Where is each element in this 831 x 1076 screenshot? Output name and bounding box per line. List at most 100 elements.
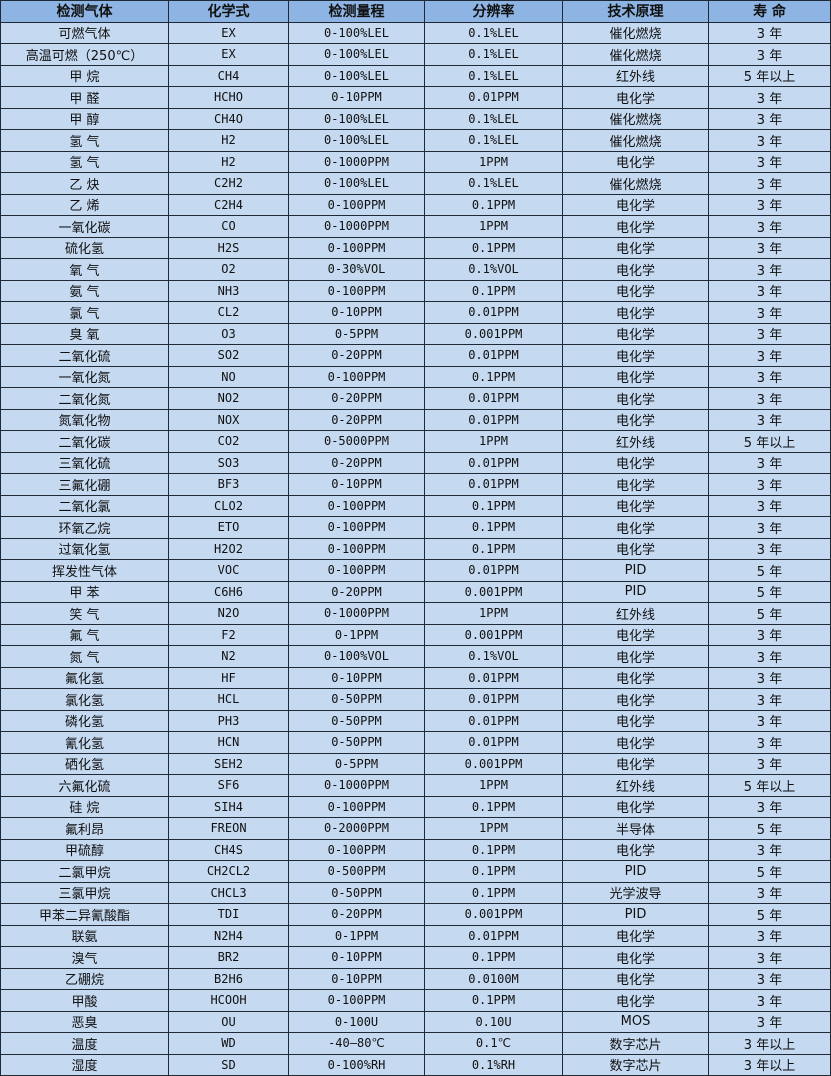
cell-gas: 甲 醛 — [0, 86, 169, 109]
table-row: 甲酸 HCOOH 0-100PPM 0.1PPM 电化学 3 年 — [0, 989, 831, 1012]
header-gas: 检测气体 — [0, 0, 169, 23]
cell-resolution: 0.01PPM — [424, 688, 563, 711]
table-row: 氢 气 H2 0-1000PPM 1PPM 电化学 3 年 — [0, 150, 831, 173]
cell-resolution: 0.01PPM — [424, 387, 563, 410]
cell-principle: 电化学 — [562, 967, 709, 990]
table-row: 甲 醇 CH4O 0-100%LEL 0.1%LEL 催化燃烧 3 年 — [0, 107, 831, 130]
cell-range: 0-1PPM — [288, 623, 425, 646]
cell-resolution: 0.1PPM — [424, 193, 563, 216]
cell-range: 0-20PPM — [288, 408, 425, 431]
cell-formula: FREON — [168, 817, 289, 840]
cell-resolution: 0.1%LEL — [424, 129, 563, 152]
cell-range: -40—80℃ — [288, 1032, 425, 1055]
cell-lifespan: 5 年 — [708, 817, 831, 840]
cell-range: 0-1000PPM — [288, 774, 425, 797]
table-row: 氢 气 H2 0-100%LEL 0.1%LEL 催化燃烧 3 年 — [0, 129, 831, 152]
table-row: 乙硼烷 B2H6 0-10PPM 0.0100M 电化学 3 年 — [0, 967, 831, 990]
cell-resolution: 0.1%LEL — [424, 21, 563, 44]
cell-principle: 电化学 — [562, 537, 709, 560]
cell-resolution: 1PPM — [424, 602, 563, 625]
cell-gas: 氢 气 — [0, 150, 169, 173]
cell-range: 0-100PPM — [288, 537, 425, 560]
cell-lifespan: 3 年 — [708, 107, 831, 130]
cell-principle: 电化学 — [562, 301, 709, 324]
cell-gas: 温度 — [0, 1032, 169, 1055]
cell-range: 0-10PPM — [288, 473, 425, 496]
cell-principle: PID — [562, 559, 709, 582]
cell-gas: 湿度 — [0, 1053, 169, 1076]
cell-formula: CHCL3 — [168, 881, 289, 904]
cell-formula: BR2 — [168, 946, 289, 969]
cell-formula: N2 — [168, 645, 289, 668]
cell-resolution: 0.1%VOL — [424, 258, 563, 281]
cell-resolution: 0.001PPM — [424, 580, 563, 603]
cell-resolution: 0.1%RH — [424, 1053, 563, 1076]
cell-gas: 过氧化氢 — [0, 537, 169, 560]
cell-gas: 高温可燃（250℃） — [0, 43, 169, 66]
cell-formula: CLO2 — [168, 494, 289, 517]
cell-formula: H2 — [168, 129, 289, 152]
cell-principle: 电化学 — [562, 838, 709, 861]
cell-range: 0-10PPM — [288, 86, 425, 109]
cell-principle: 红外线 — [562, 602, 709, 625]
table-row: 溴气 BR2 0-10PPM 0.1PPM 电化学 3 年 — [0, 946, 831, 969]
cell-formula: SEH2 — [168, 752, 289, 775]
cell-range: 0-100PPM — [288, 516, 425, 539]
cell-gas: 二氧化硫 — [0, 344, 169, 367]
cell-gas: 氮 气 — [0, 645, 169, 668]
cell-resolution: 0.01PPM — [424, 473, 563, 496]
cell-range: 0-20PPM — [288, 451, 425, 474]
cell-gas: 三氟化硼 — [0, 473, 169, 496]
cell-resolution: 0.1PPM — [424, 838, 563, 861]
table-row: 三氯甲烷 CHCL3 0-50PPM 0.1PPM 光学波导 3 年 — [0, 881, 831, 904]
cell-gas: 二氧化氯 — [0, 494, 169, 517]
cell-range: 0-100%LEL — [288, 64, 425, 87]
cell-formula: CH2CL2 — [168, 860, 289, 883]
cell-resolution: 0.01PPM — [424, 344, 563, 367]
cell-resolution: 0.001PPM — [424, 322, 563, 345]
cell-resolution: 0.1%VOL — [424, 645, 563, 668]
cell-resolution: 0.1%LEL — [424, 43, 563, 66]
cell-formula: PH3 — [168, 709, 289, 732]
cell-principle: 电化学 — [562, 516, 709, 539]
cell-range: 0-100%LEL — [288, 129, 425, 152]
cell-principle: 电化学 — [562, 344, 709, 367]
cell-gas: 磷化氢 — [0, 709, 169, 732]
cell-range: 0-5000PPM — [288, 430, 425, 453]
cell-formula: O3 — [168, 322, 289, 345]
cell-principle: 电化学 — [562, 473, 709, 496]
cell-lifespan: 3 年 — [708, 451, 831, 474]
cell-formula: CO2 — [168, 430, 289, 453]
cell-formula: NO2 — [168, 387, 289, 410]
cell-formula: NO — [168, 365, 289, 388]
cell-formula: O2 — [168, 258, 289, 281]
table-row: 恶臭 OU 0-100U 0.10U MOS 3 年 — [0, 1010, 831, 1033]
cell-lifespan: 3 年 — [708, 150, 831, 173]
cell-resolution: 0.1%LEL — [424, 64, 563, 87]
table-row: 乙 炔 C2H2 0-100%LEL 0.1%LEL 催化燃烧 3 年 — [0, 172, 831, 195]
cell-range: 0-100%VOL — [288, 645, 425, 668]
cell-range: 0-30%VOL — [288, 258, 425, 281]
cell-lifespan: 3 年 — [708, 537, 831, 560]
cell-resolution: 0.01PPM — [424, 86, 563, 109]
cell-principle: 电化学 — [562, 86, 709, 109]
cell-formula: C2H2 — [168, 172, 289, 195]
cell-range: 0-2000PPM — [288, 817, 425, 840]
table-row: 二氧化氯 CLO2 0-100PPM 0.1PPM 电化学 3 年 — [0, 494, 831, 517]
table-row: 氰化氢 HCN 0-50PPM 0.01PPM 电化学 3 年 — [0, 731, 831, 754]
cell-principle: 电化学 — [562, 924, 709, 947]
cell-range: 0-5PPM — [288, 752, 425, 775]
table-row: 过氧化氢 H2O2 0-100PPM 0.1PPM 电化学 3 年 — [0, 537, 831, 560]
cell-formula: WD — [168, 1032, 289, 1055]
cell-range: 0-10PPM — [288, 301, 425, 324]
cell-lifespan: 3 年 — [708, 731, 831, 754]
cell-range: 0-100PPM — [288, 365, 425, 388]
cell-resolution: 0.001PPM — [424, 903, 563, 926]
cell-lifespan: 3 年 — [708, 172, 831, 195]
cell-principle: 电化学 — [562, 451, 709, 474]
cell-principle: 光学波导 — [562, 881, 709, 904]
cell-range: 0-10PPM — [288, 946, 425, 969]
cell-formula: C6H6 — [168, 580, 289, 603]
cell-principle: 电化学 — [562, 258, 709, 281]
